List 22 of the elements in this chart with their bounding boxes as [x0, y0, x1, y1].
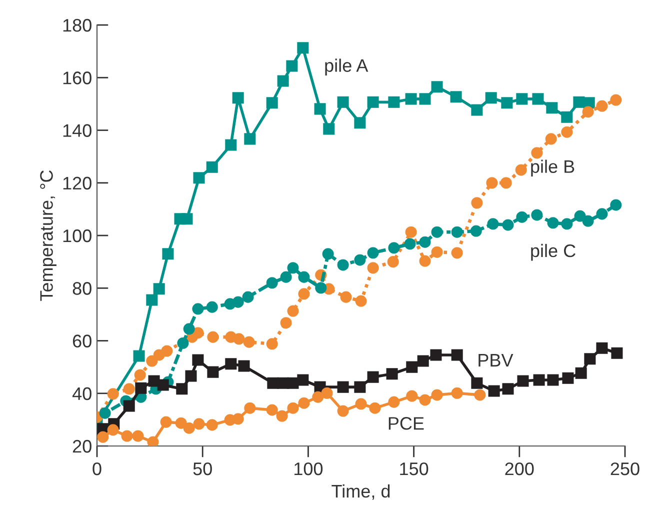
- series-label: PBV: [478, 354, 514, 366]
- y-tick-label: 20: [72, 440, 92, 453]
- y-tick-label: 160: [63, 72, 92, 84]
- x-tick-label: 50: [193, 462, 212, 476]
- y-tick-label: 40: [72, 387, 92, 400]
- y-tick-label: 100: [63, 229, 92, 242]
- x-tick-label: 250: [610, 462, 640, 476]
- x-tick-label: 100: [294, 462, 323, 476]
- series-label: PCE: [388, 417, 424, 430]
- y-axis-title: Temperature, °C: [40, 170, 56, 301]
- series-label: pile B: [531, 160, 574, 177]
- x-tick-label: 150: [400, 462, 428, 476]
- y-tick-label: 60: [72, 334, 92, 348]
- x-axis-title: Time, d: [332, 484, 390, 500]
- y-tick-label: 80: [72, 282, 92, 295]
- y-tick-label: 120: [63, 176, 92, 190]
- series-label: pile C: [531, 244, 576, 261]
- y-tick-label: 140: [63, 124, 92, 137]
- y-tick-label: 180: [63, 18, 92, 32]
- series-label: pile A: [325, 58, 368, 76]
- x-tick-label: 200: [505, 462, 534, 476]
- x-tick-label: 0: [92, 462, 102, 476]
